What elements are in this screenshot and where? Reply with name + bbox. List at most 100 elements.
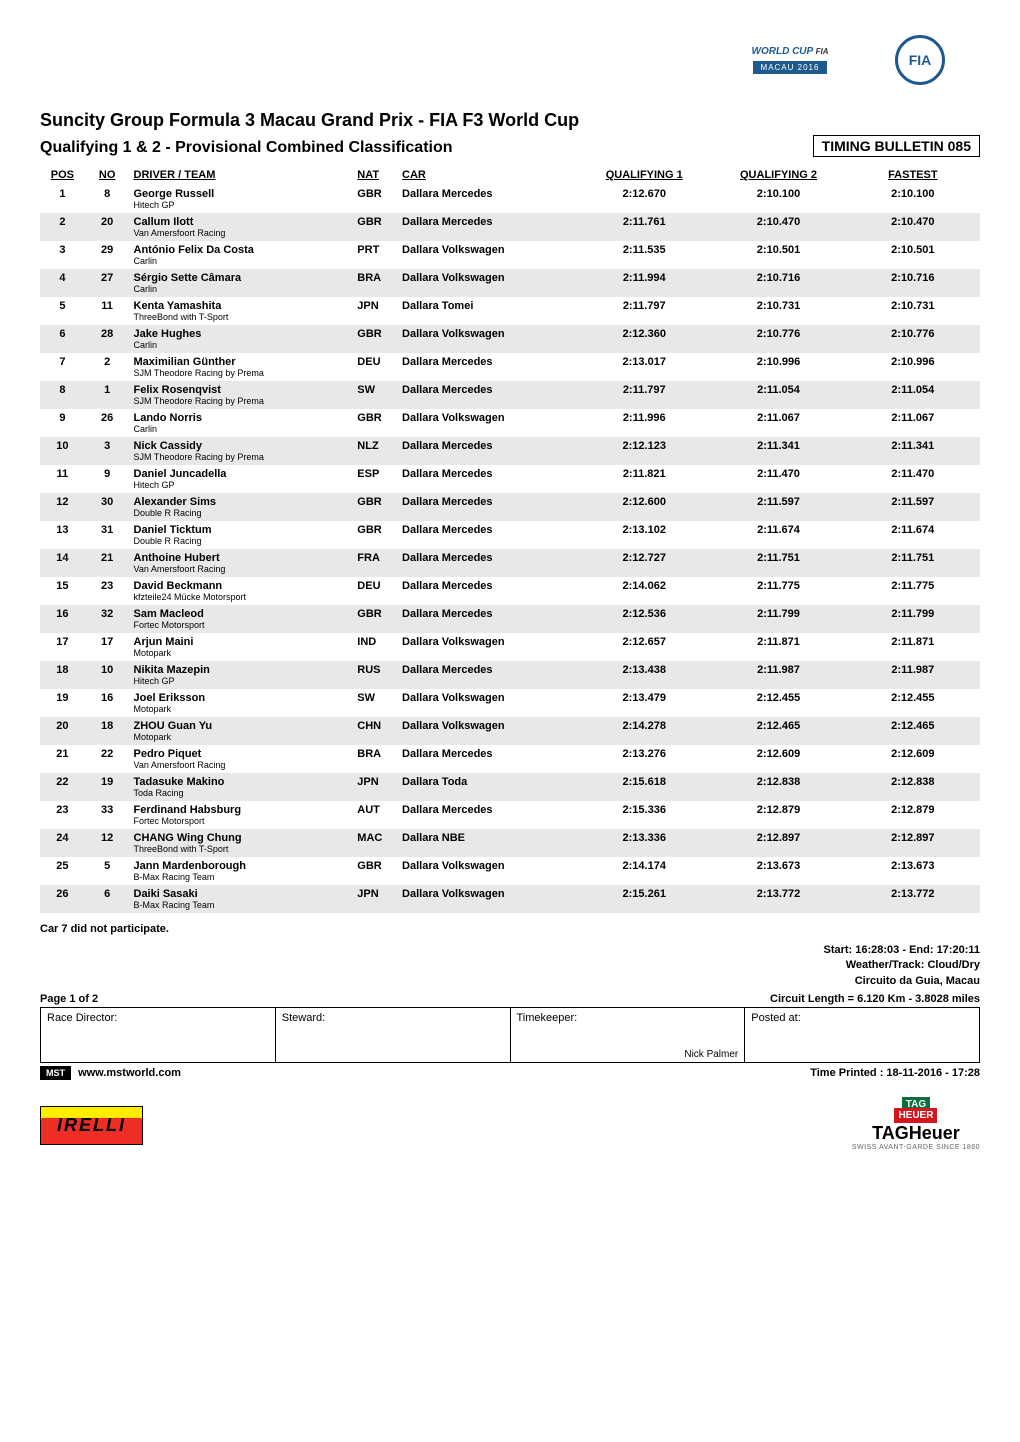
meta-weather: Weather/Track: Cloud/Dry (40, 958, 980, 973)
team-name: Carlin (134, 340, 350, 350)
cell-driver: George RussellHitech GP (130, 185, 354, 213)
sig-steward: Steward: (275, 1008, 510, 1063)
driver-name: Sam Macleod (134, 608, 350, 620)
team-name: Double R Racing (134, 536, 350, 546)
cell-no: 19 (85, 773, 130, 801)
cell-pos: 16 (40, 605, 85, 633)
sig-posted-at: Posted at: (745, 1008, 980, 1063)
cell-q2: 2:11.674 (711, 521, 845, 549)
cell-fastest: 2:11.674 (846, 521, 980, 549)
page-meta-row: Page 1 of 2 Circuit Length = 6.120 Km - … (40, 989, 980, 1005)
cell-no: 1 (85, 381, 130, 409)
cell-q1: 2:15.261 (577, 885, 711, 913)
cell-fastest: 2:11.799 (846, 605, 980, 633)
cell-car: Dallara Mercedes (398, 185, 577, 213)
footer-row: MST www.mstworld.com Time Printed : 18-1… (40, 1067, 980, 1079)
cell-nat: BRA (353, 745, 398, 773)
cell-car: Dallara Volkswagen (398, 857, 577, 885)
cell-pos: 14 (40, 549, 85, 577)
cell-nat: JPN (353, 773, 398, 801)
cell-driver: Felix RosenqvistSJM Theodore Racing by P… (130, 381, 354, 409)
col-fastest: FASTEST (846, 165, 980, 185)
table-row: 81Felix RosenqvistSJM Theodore Racing by… (40, 381, 980, 409)
cell-q2: 2:11.470 (711, 465, 845, 493)
meta-start-end: Start: 16:28:03 - End: 17:20:11 (40, 943, 980, 958)
table-row: 427Sérgio Sette CâmaraCarlinBRADallara V… (40, 269, 980, 297)
worldcup-text: WORLD CUP (752, 46, 813, 57)
cell-q1: 2:11.821 (577, 465, 711, 493)
cell-pos: 21 (40, 745, 85, 773)
team-name: kfzteile24 Mücke Motorsport (134, 592, 350, 602)
cell-driver: Maximilian GüntherSJM Theodore Racing by… (130, 353, 354, 381)
cell-q1: 2:11.761 (577, 213, 711, 241)
main-title: Suncity Group Formula 3 Macau Grand Prix… (40, 110, 980, 131)
fia-circle: FIA (895, 35, 945, 85)
sig-timekeeper: Timekeeper: Nick Palmer (510, 1008, 745, 1063)
cell-pos: 13 (40, 521, 85, 549)
cell-pos: 7 (40, 353, 85, 381)
cell-nat: DEU (353, 577, 398, 605)
timing-bulletin: TIMING BULLETIN 085 (813, 135, 980, 157)
cell-q1: 2:11.996 (577, 409, 711, 437)
cell-no: 29 (85, 241, 130, 269)
cell-nat: GBR (353, 605, 398, 633)
driver-name: Daiki Sasaki (134, 888, 350, 900)
driver-name: Arjun Maini (134, 636, 350, 648)
cell-car: Dallara Toda (398, 773, 577, 801)
cell-q2: 2:11.775 (711, 577, 845, 605)
mst-badge: MST (40, 1066, 71, 1080)
cell-pos: 11 (40, 465, 85, 493)
cell-q2: 2:11.751 (711, 549, 845, 577)
cell-pos: 8 (40, 381, 85, 409)
driver-name: Ferdinand Habsburg (134, 804, 350, 816)
cell-nat: ESP (353, 465, 398, 493)
cell-driver: Nick CassidySJM Theodore Racing by Prema (130, 437, 354, 465)
cell-no: 10 (85, 661, 130, 689)
cell-no: 20 (85, 213, 130, 241)
cell-nat: FRA (353, 549, 398, 577)
cell-pos: 22 (40, 773, 85, 801)
cell-pos: 1 (40, 185, 85, 213)
cell-pos: 10 (40, 437, 85, 465)
cell-q2: 2:10.716 (711, 269, 845, 297)
cell-driver: Jann MardenboroughB-Max Racing Team (130, 857, 354, 885)
cell-fastest: 2:12.465 (846, 717, 980, 745)
cell-pos: 5 (40, 297, 85, 325)
cell-no: 31 (85, 521, 130, 549)
table-row: 2412CHANG Wing ChungThreeBond with T-Spo… (40, 829, 980, 857)
cell-q1: 2:15.336 (577, 801, 711, 829)
cell-driver: Kenta YamashitaThreeBond with T-Sport (130, 297, 354, 325)
cell-car: Dallara Volkswagen (398, 269, 577, 297)
cell-nat: JPN (353, 885, 398, 913)
cell-q1: 2:14.062 (577, 577, 711, 605)
cell-pos: 12 (40, 493, 85, 521)
cell-no: 11 (85, 297, 130, 325)
cell-q2: 2:12.897 (711, 829, 845, 857)
cell-fastest: 2:11.470 (846, 465, 980, 493)
table-row: 1230Alexander SimsDouble R RacingGBRDall… (40, 493, 980, 521)
team-name: Carlin (134, 424, 350, 434)
cell-fastest: 2:10.716 (846, 269, 980, 297)
cell-nat: GBR (353, 493, 398, 521)
cell-driver: Sam MacleodFortec Motorsport (130, 605, 354, 633)
cell-fastest: 2:11.341 (846, 437, 980, 465)
table-row: 1331Daniel TicktumDouble R RacingGBRDall… (40, 521, 980, 549)
cell-nat: GBR (353, 325, 398, 353)
subtitle-row: Qualifying 1 & 2 - Provisional Combined … (40, 135, 980, 157)
cell-pos: 15 (40, 577, 85, 605)
cell-driver: Jake HughesCarlin (130, 325, 354, 353)
cell-car: Dallara Mercedes (398, 213, 577, 241)
cell-car: Dallara Mercedes (398, 353, 577, 381)
cell-pos: 4 (40, 269, 85, 297)
col-q2: QUALIFYING 2 (711, 165, 845, 185)
cell-car: Dallara Volkswagen (398, 633, 577, 661)
cell-car: Dallara Mercedes (398, 521, 577, 549)
cell-q1: 2:13.438 (577, 661, 711, 689)
driver-name: Daniel Ticktum (134, 524, 350, 536)
cell-q1: 2:11.994 (577, 269, 711, 297)
cell-q2: 2:11.987 (711, 661, 845, 689)
table-row: 1717Arjun MainiMotoparkINDDallara Volksw… (40, 633, 980, 661)
driver-name: ZHOU Guan Yu (134, 720, 350, 732)
cell-q2: 2:10.470 (711, 213, 845, 241)
cell-nat: GBR (353, 857, 398, 885)
